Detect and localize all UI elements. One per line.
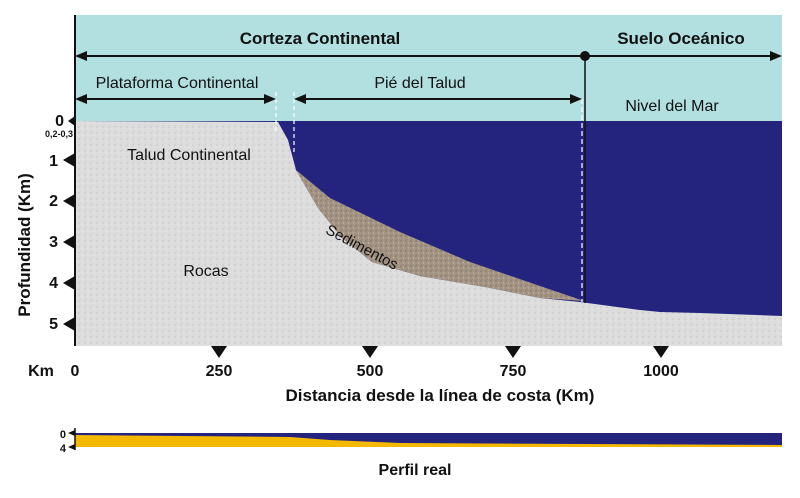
y-tick-label: 1 — [49, 153, 58, 170]
x-tick-label: 1000 — [643, 363, 679, 380]
sediment-layer — [296, 170, 584, 301]
y-tick-label: 0 — [55, 113, 64, 130]
x-tick-marker — [653, 346, 669, 358]
arrow-head-right — [770, 51, 782, 61]
x-axis: Km 0 250 500 750 1000 — [28, 346, 679, 380]
sky-band — [75, 15, 782, 121]
rock-layer — [75, 121, 782, 346]
y-tick-label: 5 — [49, 316, 58, 333]
y-axis-title: Profundidad (Km) — [15, 173, 34, 317]
pie-talud-label: Pié del Talud — [374, 75, 465, 92]
y-tick-label: 2 — [49, 193, 58, 210]
crust-boundary-marker — [580, 51, 590, 61]
corteza-label: Corteza Continental — [240, 29, 401, 48]
y-tick-label: 3 — [49, 234, 58, 251]
arrow-head-left — [75, 51, 87, 61]
real-profile-strip: 0 4 — [60, 428, 782, 455]
talud-label: Talud Continental — [127, 147, 251, 164]
y-tick-label: 4 — [49, 275, 58, 292]
x-tick-marker — [505, 346, 521, 358]
x-tick-marker — [211, 346, 227, 358]
plataforma-label: Plataforma Continental — [96, 75, 259, 92]
arrow-head-right — [570, 94, 582, 104]
real-profile-tick-marker — [68, 444, 75, 450]
real-profile-tick-marker — [68, 430, 75, 436]
arrow-head-left — [75, 94, 87, 104]
y-tick-marker — [63, 153, 75, 167]
real-profile-tick: 4 — [60, 443, 67, 455]
nivel-mar-label: Nivel del Mar — [625, 98, 719, 115]
real-profile-tick: 0 — [60, 429, 66, 441]
real-profile-title: Perfil real — [379, 462, 452, 479]
y-tick-marker — [63, 317, 75, 331]
arrow-head-right — [264, 94, 276, 104]
x-tick-marker — [362, 346, 378, 358]
y-tick-marker — [63, 194, 75, 208]
x-tick-label: 0 — [71, 363, 80, 380]
arrow-head-left — [294, 94, 306, 104]
y-tick-marker — [63, 276, 75, 290]
rocas-label: Rocas — [183, 263, 228, 280]
x-axis-unit: Km — [28, 363, 54, 380]
y-axis: 0 0,2-0,3 1 2 3 4 5 — [45, 113, 75, 333]
x-tick-label: 250 — [206, 363, 233, 380]
y-tick-label: 0,2-0,3 — [45, 129, 73, 139]
x-tick-label: 750 — [500, 363, 527, 380]
y-tick-marker — [63, 235, 75, 249]
x-axis-title: Distancia desde la línea de costa (Km) — [286, 386, 595, 405]
x-tick-label: 500 — [357, 363, 384, 380]
real-profile-crust — [75, 435, 782, 447]
y-tick-marker — [68, 116, 75, 126]
suelo-label: Suelo Oceánico — [617, 29, 745, 48]
